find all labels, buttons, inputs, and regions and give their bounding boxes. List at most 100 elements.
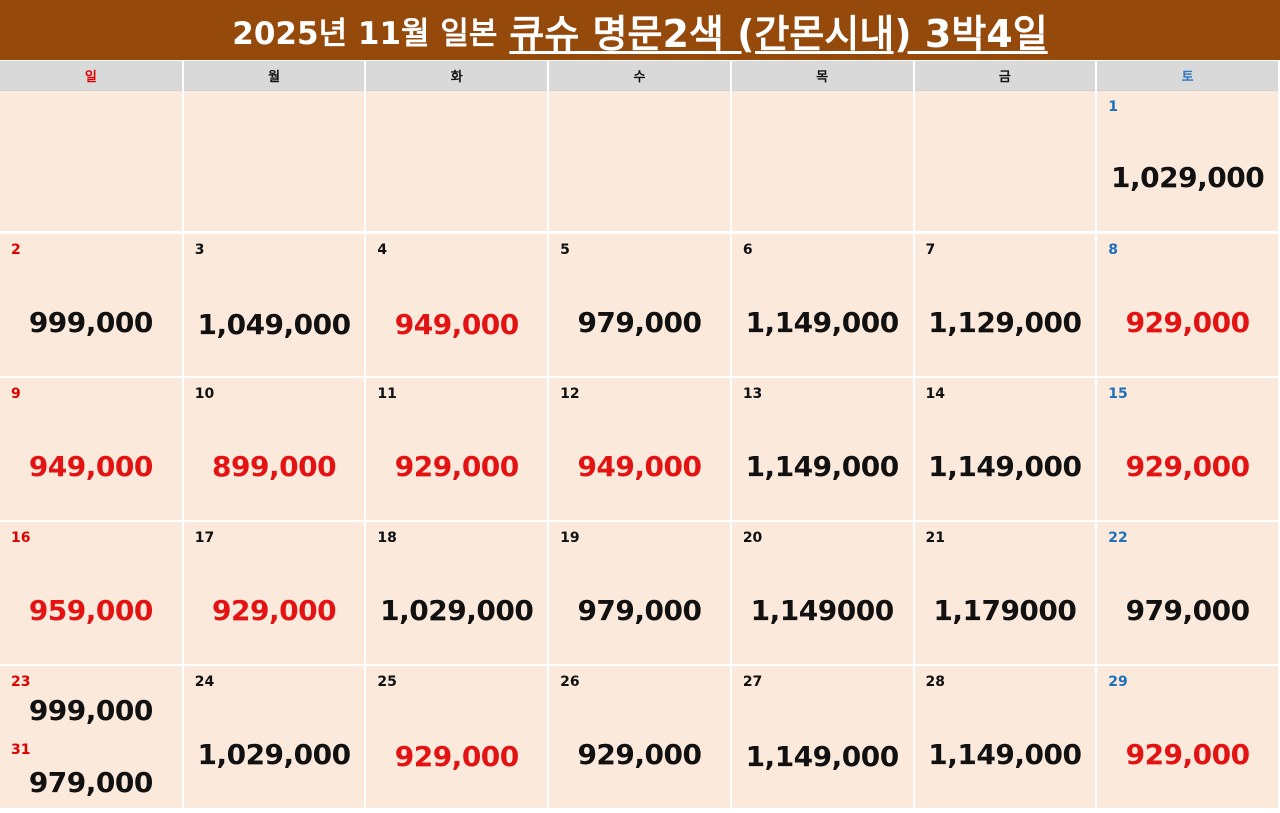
day-cell[interactable]: 10 899,000 (182, 377, 367, 522)
tour-price: 1,149,000 (928, 450, 1082, 483)
day-number: 14 (925, 386, 945, 402)
tour-price: 1,149000 (750, 594, 895, 627)
day-number: 29 (1108, 674, 1128, 690)
title-banner: 2025년 11월 일본 큐슈 명문2색 (간몬시내) 3박4일 (0, 0, 1280, 60)
calendar-week-3: 9 949,000 10 899,000 11 929,000 12 949,0… (0, 377, 1280, 522)
weekday-mon: 월 (182, 61, 367, 91)
day-number: 5 (560, 242, 570, 258)
tour-price: 959,000 (28, 594, 154, 627)
tour-price: 929,000 (1125, 450, 1251, 483)
tour-price: 1,179000 (933, 594, 1077, 627)
day-number: 12 (560, 386, 580, 402)
tour-price: 949,000 (28, 450, 154, 483)
tour-price: 1,029,000 (380, 594, 534, 627)
day-number: 3 (194, 242, 205, 258)
tour-price: 999,000 (28, 694, 154, 727)
day-cell[interactable]: 27 1,149,000 (730, 665, 915, 810)
weekday-tue: 화 (365, 61, 550, 91)
day-number: 17 (194, 530, 215, 546)
day-number: 28 (925, 674, 945, 690)
weekday-thu: 목 (730, 61, 915, 91)
day-cell[interactable]: 12 949,000 (548, 377, 732, 522)
day-cell[interactable]: 23 999,000 31 979,000 (0, 665, 184, 810)
tour-price: 1,149,000 (745, 740, 900, 773)
day-cell[interactable]: 24 1,029,000 (182, 665, 367, 810)
calendar-week-1: 1 1,029,000 (0, 90, 1280, 234)
day-cell[interactable]: 5 979,000 (548, 232, 732, 378)
empty-cell (548, 90, 732, 234)
tour-price: 929,000 (1125, 738, 1251, 771)
weekday-sat: 토 (1096, 61, 1280, 91)
day-number: 20 (742, 530, 763, 546)
empty-cell (913, 90, 1098, 234)
day-cell[interactable]: 6 1,149,000 (730, 232, 915, 378)
day-number: 27 (742, 674, 763, 690)
day-number: 25 (377, 674, 397, 690)
weekday-wed: 수 (548, 61, 732, 91)
day-cell[interactable]: 1 1,029,000 (1096, 90, 1280, 234)
tour-price: 929,000 (212, 594, 337, 627)
day-number: 11 (377, 386, 397, 402)
day-cell[interactable]: 18 1,029,000 (365, 521, 550, 666)
day-number: 8 (1108, 242, 1118, 258)
day-cell[interactable]: 16 959,000 (0, 521, 184, 666)
day-cell[interactable]: 13 1,149,000 (730, 377, 915, 522)
day-cell[interactable]: 3 1,049,000 (182, 232, 367, 378)
tour-price: 999,000 (28, 306, 154, 339)
day-number: 4 (377, 242, 388, 258)
day-number: 23 (11, 674, 31, 690)
tour-price: 929,000 (577, 738, 702, 771)
tour-price: 979,000 (577, 594, 702, 627)
day-cell[interactable]: 28 1,149,000 (913, 665, 1098, 810)
day-cell[interactable]: 15 929,000 (1096, 377, 1280, 522)
day-cell[interactable]: 17 929,000 (182, 521, 367, 666)
day-number-extra: 31 (11, 742, 31, 758)
weekday-sun: 일 (0, 61, 184, 91)
tour-price: 949,000 (577, 450, 702, 483)
day-number: 21 (925, 530, 945, 546)
calendar-week-2: 2 999,000 3 1,049,000 4 949,000 5 979,00… (0, 232, 1280, 378)
tour-price: 929,000 (1125, 306, 1251, 339)
day-cell[interactable]: 21 1,179000 (913, 521, 1098, 666)
day-number: 2 (11, 242, 21, 258)
day-number: 26 (560, 674, 580, 690)
day-cell[interactable]: 19 979,000 (548, 521, 732, 666)
tour-price: 1,129,000 (928, 306, 1082, 339)
day-cell[interactable]: 29 929,000 (1096, 665, 1280, 810)
day-cell[interactable]: 4 949,000 (365, 232, 550, 378)
day-number: 7 (925, 242, 936, 258)
tour-price: 949,000 (394, 308, 520, 341)
tour-price: 899,000 (212, 450, 337, 483)
tour-price: 929,000 (394, 740, 520, 773)
day-number: 6 (742, 242, 753, 258)
price-calendar: 일 월 화 수 목 금 토 1 1,029,000 2 999,0 (0, 61, 1280, 810)
day-number: 10 (194, 386, 215, 402)
tour-price: 1,149,000 (928, 738, 1082, 771)
day-number: 9 (11, 386, 21, 402)
tour-price: 1,029,000 (1111, 161, 1265, 194)
day-cell[interactable]: 7 1,129,000 (913, 232, 1098, 378)
day-cell[interactable]: 20 1,149000 (730, 521, 915, 666)
title-main: 큐슈 명문2색 (간몬시내) 3박4일 (509, 11, 1048, 56)
tour-price: 1,149,000 (745, 306, 900, 339)
empty-cell (365, 90, 550, 234)
day-cell[interactable]: 14 1,149,000 (913, 377, 1098, 522)
day-cell[interactable]: 22 979,000 (1096, 521, 1280, 666)
day-number: 15 (1108, 386, 1128, 402)
day-cell[interactable]: 11 929,000 (365, 377, 550, 522)
day-cell[interactable]: 8 929,000 (1096, 232, 1280, 378)
tour-price: 979,000 (1125, 594, 1251, 627)
calendar-week-4: 16 959,000 17 929,000 18 1,029,000 19 97… (0, 521, 1280, 666)
day-cell[interactable]: 26 929,000 (548, 665, 732, 810)
tour-price: 979,000 (577, 306, 702, 339)
day-cell[interactable]: 2 999,000 (0, 232, 184, 378)
tour-price: 1,029,000 (197, 738, 351, 771)
day-cell[interactable]: 25 929,000 (365, 665, 550, 810)
day-number: 16 (11, 530, 31, 546)
day-number: 13 (742, 386, 763, 402)
title-prefix: 2025년 11월 일본 (232, 15, 498, 52)
day-number: 18 (377, 530, 397, 546)
empty-cell (730, 90, 915, 234)
day-cell[interactable]: 9 949,000 (0, 377, 184, 522)
tour-price: 1,149,000 (745, 450, 900, 483)
